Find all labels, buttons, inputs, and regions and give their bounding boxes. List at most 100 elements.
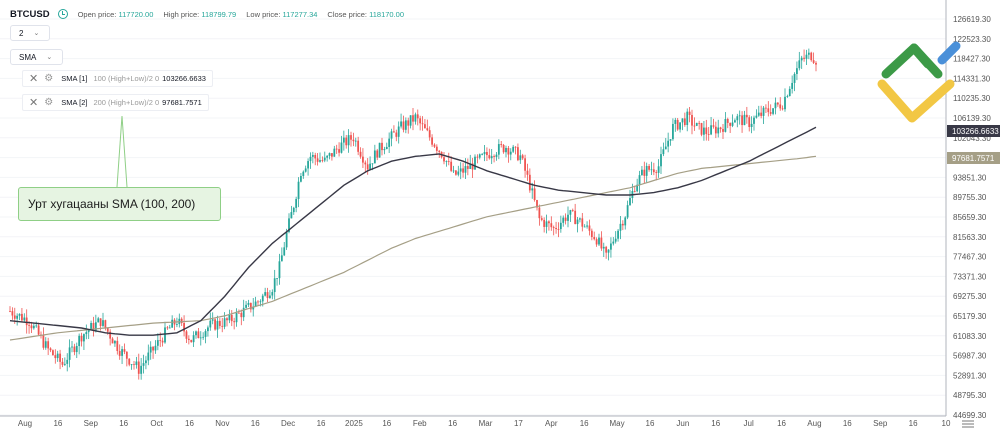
candle	[314, 152, 317, 166]
candle	[531, 182, 534, 199]
close-icon[interactable]: ✕	[29, 97, 39, 109]
candle	[617, 229, 619, 242]
indicator-dropdown[interactable]: SMA ⌄	[10, 49, 63, 65]
candle	[507, 145, 510, 163]
candle	[269, 290, 271, 299]
close-icon[interactable]: ✕	[29, 73, 39, 85]
candle	[395, 129, 398, 142]
time-tick-label: Sep	[873, 419, 888, 428]
time-tick-label: May	[610, 419, 625, 428]
candle	[381, 137, 383, 156]
time-tick-label: 17	[514, 419, 523, 428]
close-price: Close price: 118170.00	[327, 9, 405, 19]
candle	[128, 358, 131, 367]
price-tick-label: 85659.30	[953, 213, 987, 222]
candle	[471, 157, 474, 178]
candle	[149, 341, 152, 360]
candle	[807, 48, 810, 60]
time-tick-label: Oct	[150, 419, 163, 428]
time-tick-label: 16	[185, 419, 194, 428]
candle	[80, 332, 83, 347]
candle	[402, 115, 405, 133]
candle	[154, 340, 157, 354]
clock-icon[interactable]	[57, 9, 68, 19]
candle	[195, 330, 197, 339]
low-price: Low price: 117277.34	[246, 9, 318, 19]
candle	[137, 353, 140, 380]
candle	[328, 152, 331, 160]
candle	[519, 149, 522, 164]
candle	[388, 132, 391, 153]
candle	[61, 358, 64, 368]
candle	[140, 357, 143, 380]
candle	[762, 105, 765, 125]
settings-icon[interactable]	[962, 420, 974, 428]
price-tick-label: 122523.30	[953, 35, 991, 44]
candle	[722, 123, 724, 139]
candle	[674, 117, 677, 132]
candle	[135, 356, 138, 369]
candle	[586, 221, 588, 229]
candle	[290, 205, 293, 219]
candle	[559, 215, 562, 233]
time-axis[interactable]: Aug 16 Sep 16 Oct 16 Nov 16 Dec 16 2025 16 Feb 16 Mar 1…	[18, 419, 951, 428]
candle	[686, 108, 689, 132]
candle	[409, 115, 412, 129]
candle	[536, 199, 538, 211]
candle	[435, 144, 438, 156]
candle	[419, 115, 422, 131]
time-tick-label: Jul	[744, 419, 754, 428]
sma-1-legend[interactable]: ✕ ⚙ SMA [1] 100 (High+Low)/2 0 103266.66…	[22, 70, 213, 87]
candle	[307, 158, 309, 176]
candle	[707, 127, 710, 141]
symbol-name[interactable]: BTCUSD	[10, 8, 50, 20]
candle	[428, 126, 431, 141]
candle	[524, 154, 526, 178]
time-tick-label: Sep	[84, 419, 99, 428]
sma-2-legend[interactable]: ✕ ⚙ SMA [2] 200 (High+Low)/2 0 97681.757…	[22, 94, 209, 111]
candle	[44, 337, 47, 350]
candle	[345, 134, 348, 149]
candle	[781, 105, 784, 111]
candle	[736, 113, 739, 128]
candle	[97, 316, 100, 323]
chart-header: BTCUSD Open price: 117720.00 High price:…	[10, 6, 414, 22]
candle	[25, 309, 28, 334]
candle	[538, 204, 541, 226]
candle	[772, 108, 774, 116]
candle	[161, 337, 164, 347]
candle	[803, 49, 805, 62]
candle	[52, 349, 54, 356]
time-tick-label: 16	[843, 419, 852, 428]
price-tick-label: 114331.30	[953, 74, 991, 83]
interval-dropdown[interactable]: 2 ⌄	[10, 25, 50, 41]
sma-200-price-label: 97681.7571	[947, 152, 1000, 164]
candle	[171, 315, 174, 328]
candle	[319, 152, 321, 163]
candle	[354, 137, 357, 147]
candle	[497, 139, 500, 160]
candle	[550, 216, 553, 231]
price-tick-label: 93851.30	[953, 173, 987, 182]
candle	[102, 312, 104, 328]
candle	[300, 172, 302, 183]
candle	[700, 122, 703, 137]
candle	[240, 309, 243, 326]
candle	[416, 109, 419, 126]
candle	[309, 152, 312, 169]
sma-1-name: SMA [1]	[61, 74, 88, 83]
candle	[412, 108, 414, 131]
price-axis[interactable]: 126619.30 122523.30 118427.30 114331.30 1102…	[953, 15, 991, 420]
gear-icon[interactable]: ⚙	[44, 73, 54, 84]
candle	[145, 356, 147, 370]
candle	[204, 329, 207, 344]
gear-icon[interactable]: ⚙	[44, 97, 54, 108]
candle	[63, 357, 66, 366]
candle	[226, 317, 228, 327]
candle	[784, 88, 786, 112]
candle	[130, 363, 133, 370]
candle	[142, 354, 145, 374]
candle	[47, 337, 50, 356]
price-tick-label: 106139.30	[953, 114, 991, 123]
